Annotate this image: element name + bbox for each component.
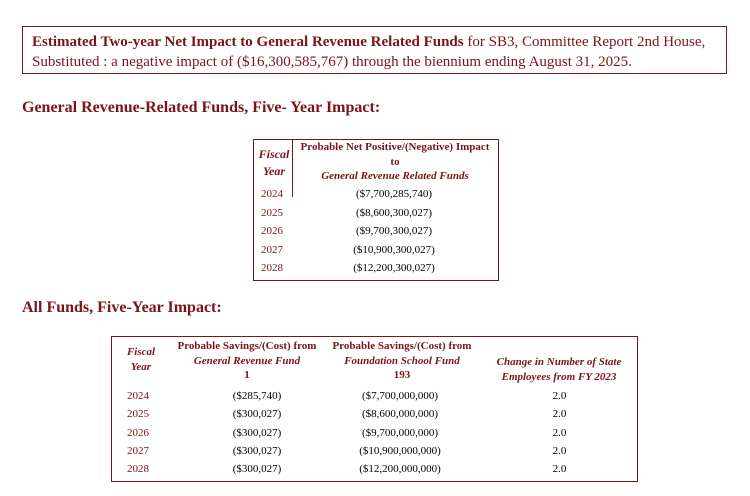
net-impact-summary: Estimated Two-year Net Impact to General… — [22, 26, 727, 74]
employee-change-cell: 2.0 — [552, 445, 567, 457]
gr-fund-cell: ($285,740) — [232, 390, 282, 402]
table-row: 2025 ($300,027) ($8,600,000,000) 2.0 — [112, 408, 632, 426]
employee-change-header: Change in Number of State Employees from… — [496, 356, 622, 383]
year-cell: 2026 — [127, 427, 149, 439]
fsf-fund-cell: ($12,200,000,000) — [359, 463, 441, 475]
table-row: 2026 ($300,027) ($9,700,000,000) 2.0 — [112, 427, 632, 445]
fiscal-year-header: Fiscal Year — [126, 346, 156, 373]
table-row: 2028 ($12,200,300,027) — [254, 262, 494, 280]
fsf-fund-cell: ($7,700,000,000) — [361, 390, 439, 402]
year-cell: 2025 — [261, 207, 283, 219]
gr-impact-table: Fiscal Year Probable Net Positive/(Negat… — [253, 139, 499, 281]
impact-cell: ($10,900,300,027) — [353, 244, 435, 256]
summary-heading: Estimated Two-year Net Impact to General… — [32, 34, 464, 50]
fiscal-year-header: Fiscal Year — [258, 147, 290, 178]
gr-fund-cell: ($300,027) — [232, 408, 282, 420]
year-cell: 2024 — [127, 390, 149, 402]
gr-fund-header: Probable Savings/(Cost) from General Rev… — [177, 340, 317, 381]
summary-text: for SB3, Committee Report 2nd House, Sub… — [32, 34, 706, 70]
table-row: 2028 ($300,027) ($12,200,000,000) 2.0 — [112, 463, 632, 481]
all-funds-table: Fiscal Year Probable Savings/(Cost) from… — [111, 336, 638, 482]
table-row: 2025 ($8,600,300,027) — [254, 207, 494, 225]
fsf-fund-cell: ($10,900,000,000) — [359, 445, 441, 457]
table-row: 2024 ($285,740) ($7,700,000,000) 2.0 — [112, 390, 632, 408]
gr-section-title: General Revenue-Related Funds, Five- Yea… — [22, 99, 381, 116]
table-row: 2027 ($10,900,300,027) — [254, 244, 494, 262]
employee-change-cell: 2.0 — [552, 427, 567, 439]
af-section-title: All Funds, Five-Year Impact: — [22, 299, 222, 316]
year-cell: 2024 — [261, 188, 283, 200]
impact-header: Probable Net Positive/(Negative) Impact … — [300, 141, 490, 182]
year-cell: 2025 — [127, 408, 149, 420]
fsf-fund-cell: ($8,600,000,000) — [361, 408, 439, 420]
table-row: 2024 ($7,700,285,740) — [254, 188, 494, 206]
impact-cell: ($12,200,300,027) — [353, 262, 435, 274]
year-cell: 2028 — [261, 262, 283, 274]
impact-cell: ($9,700,300,027) — [355, 225, 433, 237]
gr-fund-cell: ($300,027) — [232, 427, 282, 439]
employee-change-cell: 2.0 — [552, 390, 567, 402]
table-row: 2027 ($300,027) ($10,900,000,000) 2.0 — [112, 445, 632, 463]
fsf-fund-cell: ($9,700,000,000) — [361, 427, 439, 439]
gr-fund-cell: ($300,027) — [232, 445, 282, 457]
table-row: 2026 ($9,700,300,027) — [254, 225, 494, 243]
fsf-fund-header: Probable Savings/(Cost) from Foundation … — [332, 340, 472, 381]
gr-fund-cell: ($300,027) — [232, 463, 282, 475]
employee-change-cell: 2.0 — [552, 408, 567, 420]
header-divider — [292, 140, 293, 197]
year-cell: 2028 — [127, 463, 149, 475]
impact-cell: ($7,700,285,740) — [355, 188, 433, 200]
year-cell: 2027 — [261, 244, 283, 256]
employee-change-cell: 2.0 — [552, 463, 567, 475]
year-cell: 2027 — [127, 445, 149, 457]
impact-cell: ($8,600,300,027) — [355, 207, 433, 219]
year-cell: 2026 — [261, 225, 283, 237]
